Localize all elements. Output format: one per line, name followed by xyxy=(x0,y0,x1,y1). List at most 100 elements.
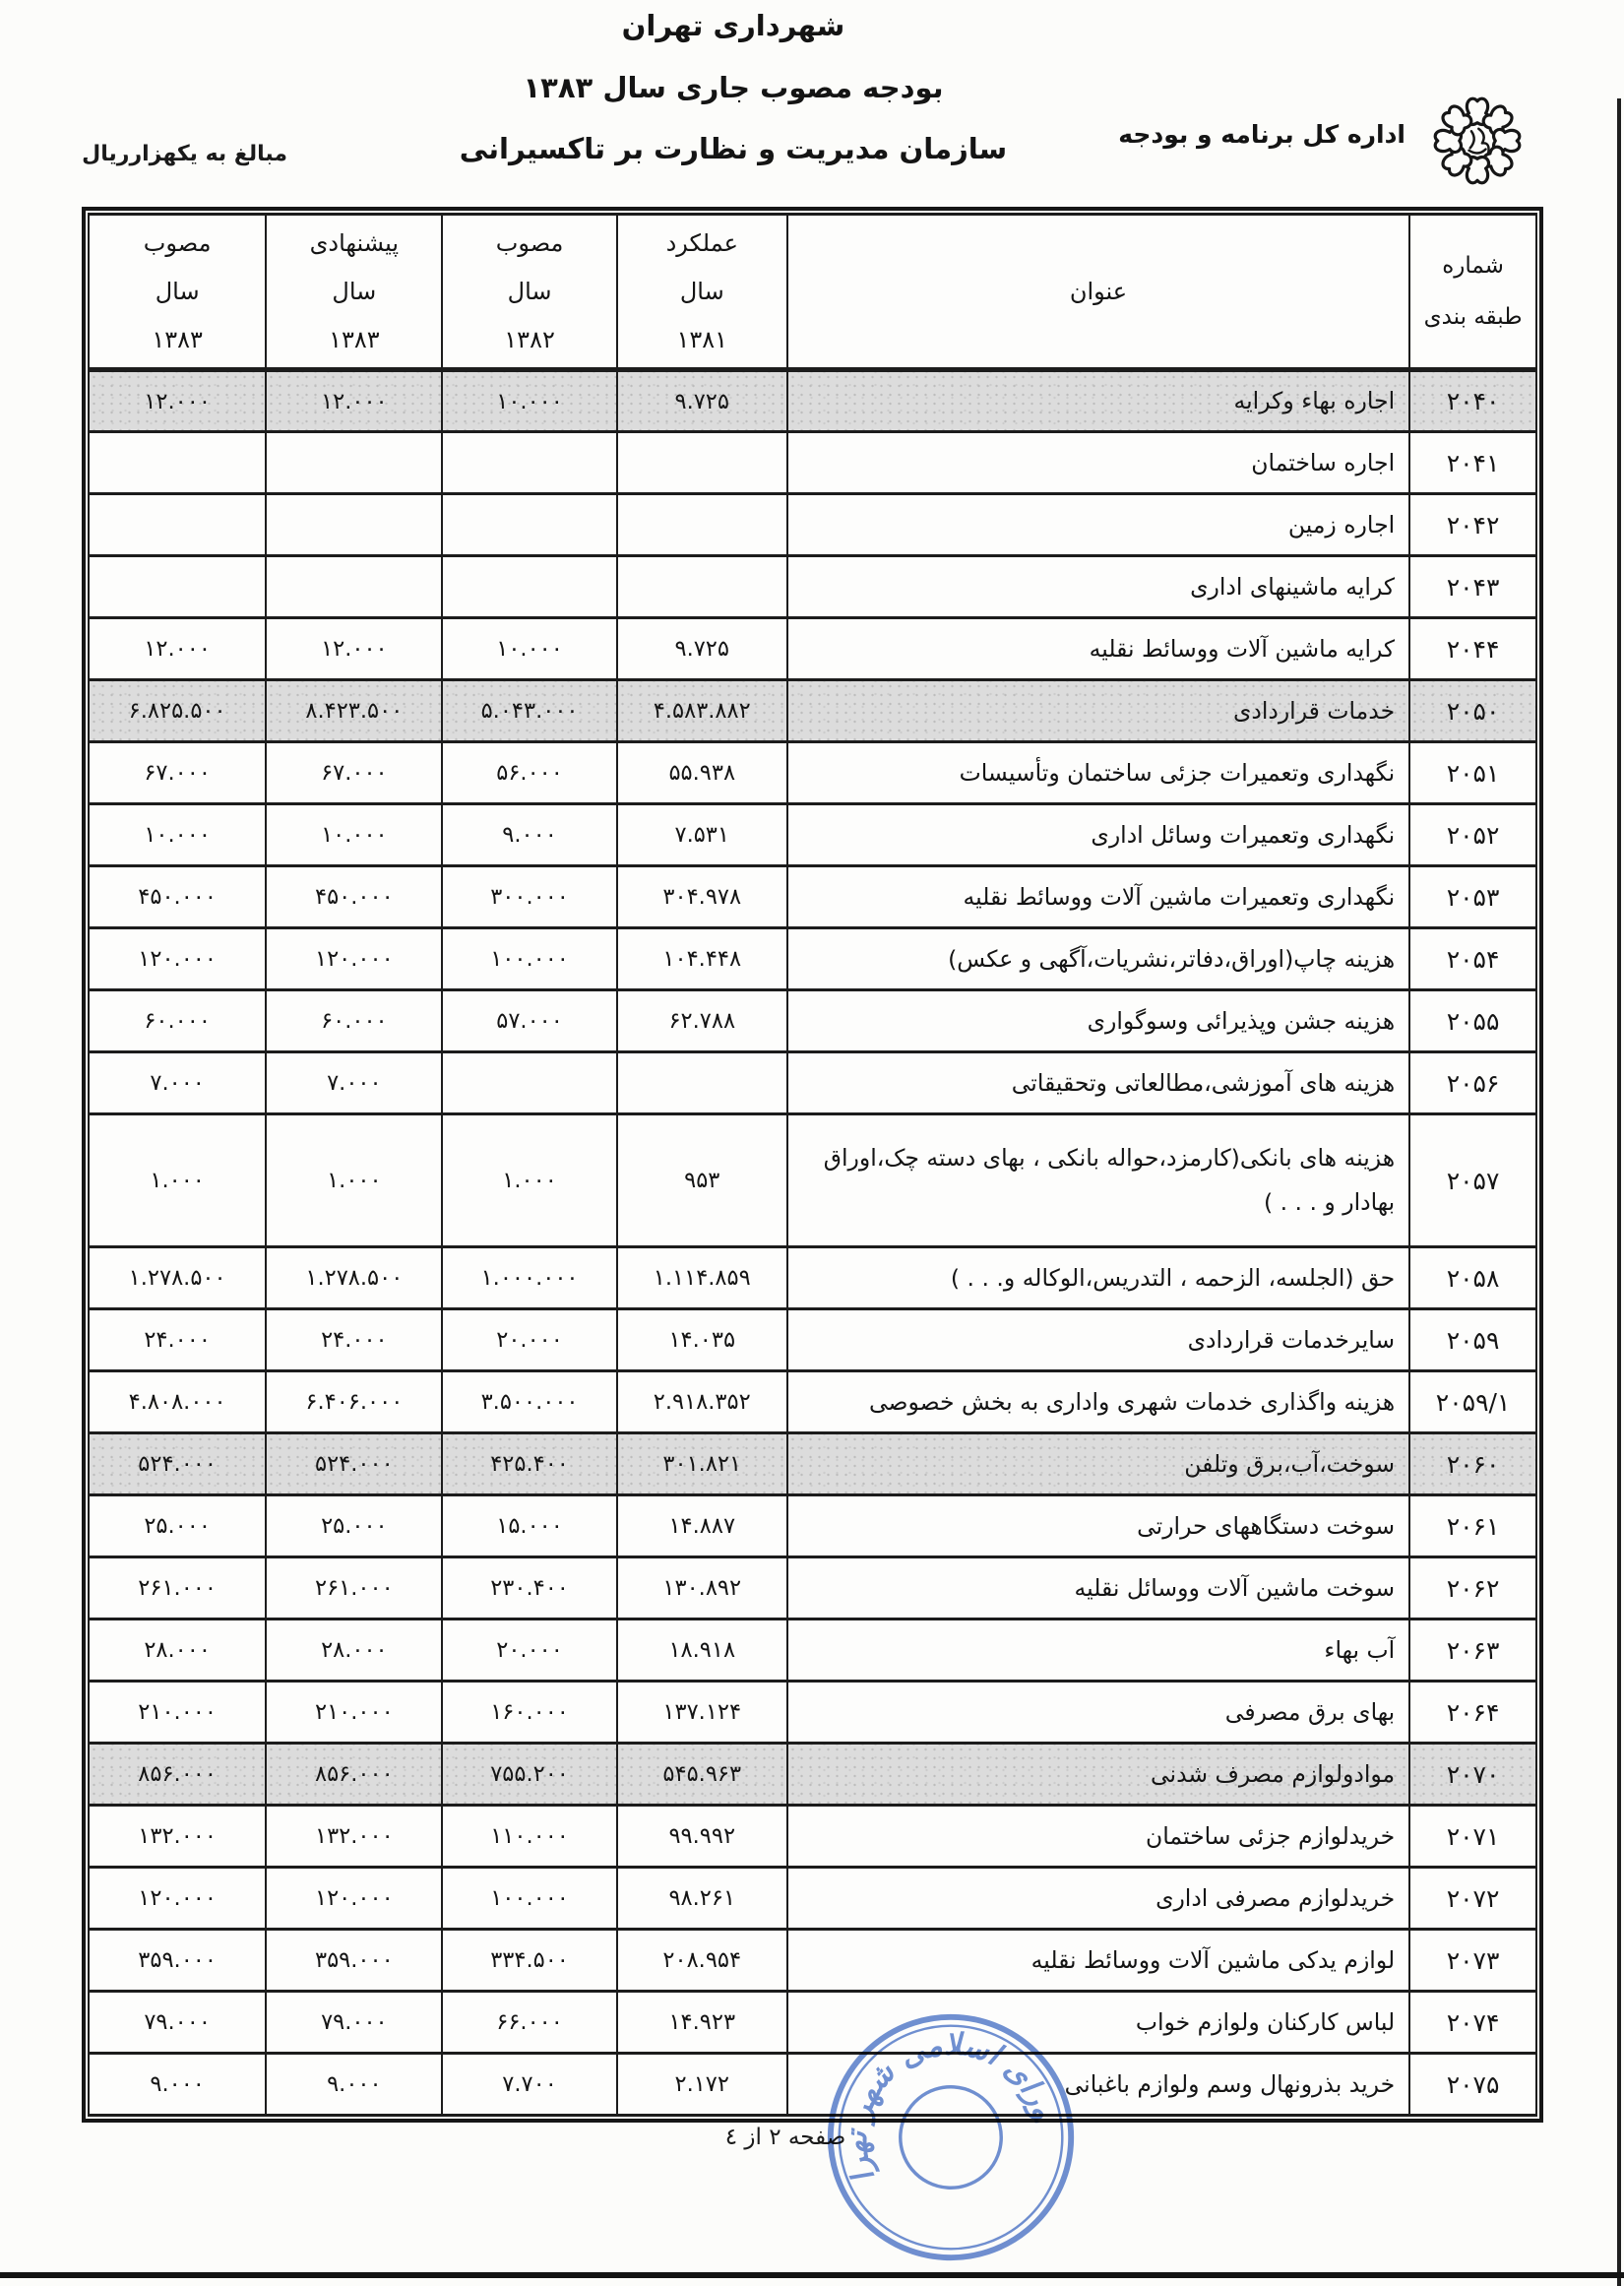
table-row: ۲۰۵۱ نگهداری وتعمیرات جزئی ساختمان وتأسی… xyxy=(87,740,1537,805)
header-approved-1383: مصوب سال ۱۳۸۳ xyxy=(87,213,268,372)
row-approved-1383: ۴.۸۰۸.۰۰۰ xyxy=(87,1369,268,1434)
row-classification-number: ۲۰۴۳ xyxy=(1408,554,1537,619)
row-title: کرایه ماشین آلات ووسائط نقلیه xyxy=(785,616,1411,681)
row-approved-1382: ۷.۷۰۰ xyxy=(441,2052,618,2117)
row-proposed-1383: ۲۵.۰۰۰ xyxy=(265,1493,444,1558)
row-classification-number: ۲۰۶۱ xyxy=(1408,1493,1537,1558)
row-title: کرایه ماشینهای اداری xyxy=(785,554,1411,619)
table-row: ۲۰۶۴ بهای برق مصرفی ۱۳۷.۱۲۴ ۱۶۰.۰۰۰ ۲۱۰.… xyxy=(87,1680,1537,1745)
row-approved-1382: ۵۷.۰۰۰ xyxy=(441,988,618,1053)
table-row: ۲۰۶۳ آب بهاء ۱۸.۹۱۸ ۲۰.۰۰۰ ۲۸.۰۰۰ ۲۸.۰۰۰ xyxy=(87,1618,1537,1683)
row-classification-number: ۲۰۷۳ xyxy=(1408,1928,1537,1993)
row-proposed-1383: ۷۹.۰۰۰ xyxy=(265,1990,444,2055)
row-title: آب بهاء xyxy=(785,1618,1411,1683)
row-approved-1383: ۲۱۰.۰۰۰ xyxy=(87,1680,268,1745)
row-classification-number: ۲۰۵۷ xyxy=(1408,1112,1537,1248)
row-approved-1382: ۱۱۰.۰۰۰ xyxy=(441,1804,618,1869)
table-row: ۲۰۴۰ اجاره بهاء وکرایه ۹.۷۲۵ ۱۰.۰۰۰ ۱۲.۰… xyxy=(87,368,1537,433)
table-row: ۲۰۷۱ خریدلوازم جزئی ساختمان ۹۹.۹۹۲ ۱۱۰.۰… xyxy=(87,1804,1537,1869)
row-title: بهای برق مصرفی xyxy=(785,1680,1411,1745)
row-performance-1381 xyxy=(615,430,788,495)
row-approved-1383 xyxy=(87,554,268,619)
row-title: لباس کارکنان ولوازم خواب xyxy=(785,1990,1411,2055)
budget-table: شماره طبقه بندی عنوان عملکرد سال ۱۳۸۱ xyxy=(82,207,1543,2123)
row-title: هزینه جشن وپذیرائی وسوگواری xyxy=(785,988,1411,1053)
table-row: ۲۰۴۲ اجاره زمین xyxy=(87,492,1537,557)
row-classification-number: ۲۰۵۲ xyxy=(1408,802,1537,867)
row-approved-1383: ۱۲.۰۰۰ xyxy=(87,616,268,681)
row-performance-1381: ۱۴.۹۲۳ xyxy=(615,1990,788,2055)
row-approved-1383: ۲۸.۰۰۰ xyxy=(87,1618,268,1683)
table-row: ۲۰۴۴ کرایه ماشین آلات ووسائط نقلیه ۹.۷۲۵… xyxy=(87,616,1537,681)
row-approved-1382: ۱۰۰.۰۰۰ xyxy=(441,1866,618,1931)
row-approved-1383: ۲۶۱.۰۰۰ xyxy=(87,1556,268,1620)
row-title: لوازم یدکی ماشین آلات ووسائط نقلیه xyxy=(785,1928,1411,1993)
row-approved-1383: ۶۷.۰۰۰ xyxy=(87,740,268,805)
row-classification-number: ۲۰۵۸ xyxy=(1408,1245,1537,1310)
row-performance-1381 xyxy=(615,492,788,557)
row-proposed-1383: ۲۶۱.۰۰۰ xyxy=(265,1556,444,1620)
table-row: ۲۰۷۴ لباس کارکنان ولوازم خواب ۱۴.۹۲۳ ۶۶.… xyxy=(87,1990,1537,2055)
row-approved-1383: ۲۴.۰۰۰ xyxy=(87,1307,268,1372)
row-classification-number: ۲۰۶۳ xyxy=(1408,1618,1537,1683)
table-row: ۲۰۶۰ سوخت،آب،برق وتلفن ۳۰۱.۸۲۱ ۴۲۵.۴۰۰ ۵… xyxy=(87,1431,1537,1496)
row-proposed-1383 xyxy=(265,554,444,619)
row-classification-number: ۲۰۴۴ xyxy=(1408,616,1537,681)
row-approved-1383: ۱۰.۰۰۰ xyxy=(87,802,268,867)
row-title: سوخت ماشین آلات ووسائل نقلیه xyxy=(785,1556,1411,1620)
row-approved-1382 xyxy=(441,554,618,619)
table-row: ۲۰۵۳ نگهداری وتعمیرات ماشین آلات ووسائط … xyxy=(87,864,1537,929)
table-row: ۲۰۷۲ خریدلوازم مصرفی اداری ۹۸.۲۶۱ ۱۰۰.۰۰… xyxy=(87,1866,1537,1931)
row-approved-1383: ۷.۰۰۰ xyxy=(87,1050,268,1115)
row-performance-1381: ۷.۵۳۱ xyxy=(615,802,788,867)
row-title: سوخت،آب،برق وتلفن xyxy=(785,1431,1411,1496)
row-classification-number: ۲۰۵۵ xyxy=(1408,988,1537,1053)
row-approved-1382: ۵.۰۴۳.۰۰۰ xyxy=(441,678,618,743)
row-proposed-1383: ۲۸.۰۰۰ xyxy=(265,1618,444,1683)
row-proposed-1383: ۱۰.۰۰۰ xyxy=(265,802,444,867)
row-approved-1382: ۱.۰۰۰ xyxy=(441,1112,618,1248)
row-approved-1382: ۲۳۰.۴۰۰ xyxy=(441,1556,618,1620)
row-performance-1381 xyxy=(615,554,788,619)
row-approved-1382: ۱۰.۰۰۰ xyxy=(441,616,618,681)
row-approved-1383: ۱۲۰.۰۰۰ xyxy=(87,926,268,991)
row-approved-1382: ۶۶.۰۰۰ xyxy=(441,1990,618,2055)
units-note: مبالغ به یکهزارریال xyxy=(82,142,287,166)
row-performance-1381: ۵۴۵.۹۶۳ xyxy=(615,1742,788,1807)
row-approved-1382: ۱۰۰.۰۰۰ xyxy=(441,926,618,991)
row-proposed-1383: ۶۷.۰۰۰ xyxy=(265,740,444,805)
row-approved-1382: ۲۰.۰۰۰ xyxy=(441,1307,618,1372)
header-title: عنوان xyxy=(785,213,1411,372)
row-approved-1382: ۵۶.۰۰۰ xyxy=(441,740,618,805)
row-approved-1382: ۳۳۴.۵۰۰ xyxy=(441,1928,618,1993)
row-approved-1382: ۲۰.۰۰۰ xyxy=(441,1618,618,1683)
row-proposed-1383: ۱۳۲.۰۰۰ xyxy=(265,1804,444,1869)
scan-edge-bottom xyxy=(0,2272,1624,2278)
page-number: صفحه ۲ از ٤ xyxy=(724,2125,846,2150)
row-approved-1382 xyxy=(441,1050,618,1115)
row-proposed-1383 xyxy=(265,430,444,495)
row-approved-1383: ۴۵۰.۰۰۰ xyxy=(87,864,268,929)
row-approved-1383: ۱۳۲.۰۰۰ xyxy=(87,1804,268,1869)
header-code-line1: شماره xyxy=(1442,253,1504,279)
row-title: نگهداری وتعمیرات وسائل اداری xyxy=(785,802,1411,867)
row-approved-1383: ۱.۰۰۰ xyxy=(87,1112,268,1248)
row-approved-1383: ۱.۲۷۸.۵۰۰ xyxy=(87,1245,268,1310)
row-proposed-1383 xyxy=(265,492,444,557)
page-subtitle-budget: بودجه مصوب جاری سال ۱۳۸۳ xyxy=(523,71,944,104)
header-classification-number: شماره طبقه بندی xyxy=(1408,213,1537,372)
row-performance-1381: ۳۰۴.۹۷۸ xyxy=(615,864,788,929)
agency-label: اداره کل برنامه و بودجه xyxy=(1118,120,1405,149)
row-proposed-1383: ۱.۲۷۸.۵۰۰ xyxy=(265,1245,444,1310)
row-classification-number: ۲۰۴۱ xyxy=(1408,430,1537,495)
row-approved-1383: ۶۰.۰۰۰ xyxy=(87,988,268,1053)
row-performance-1381: ۱۴.۸۸۷ xyxy=(615,1493,788,1558)
table-row: ۲۰۵۲ نگهداری وتعمیرات وسائل اداری ۷.۵۳۱ … xyxy=(87,802,1537,867)
row-approved-1382: ۱۰.۰۰۰ xyxy=(441,368,618,433)
row-approved-1383: ۹.۰۰۰ xyxy=(87,2052,268,2117)
row-classification-number: ۲۰۷۲ xyxy=(1408,1866,1537,1931)
row-proposed-1383: ۱۲.۰۰۰ xyxy=(265,368,444,433)
table-row: ۲۰۵۰ خدمات قراردادی ۴.۵۸۳.۸۸۲ ۵.۰۴۳.۰۰۰ … xyxy=(87,678,1537,743)
row-approved-1382: ۱۵.۰۰۰ xyxy=(441,1493,618,1558)
municipality-logo-icon xyxy=(1414,81,1540,201)
